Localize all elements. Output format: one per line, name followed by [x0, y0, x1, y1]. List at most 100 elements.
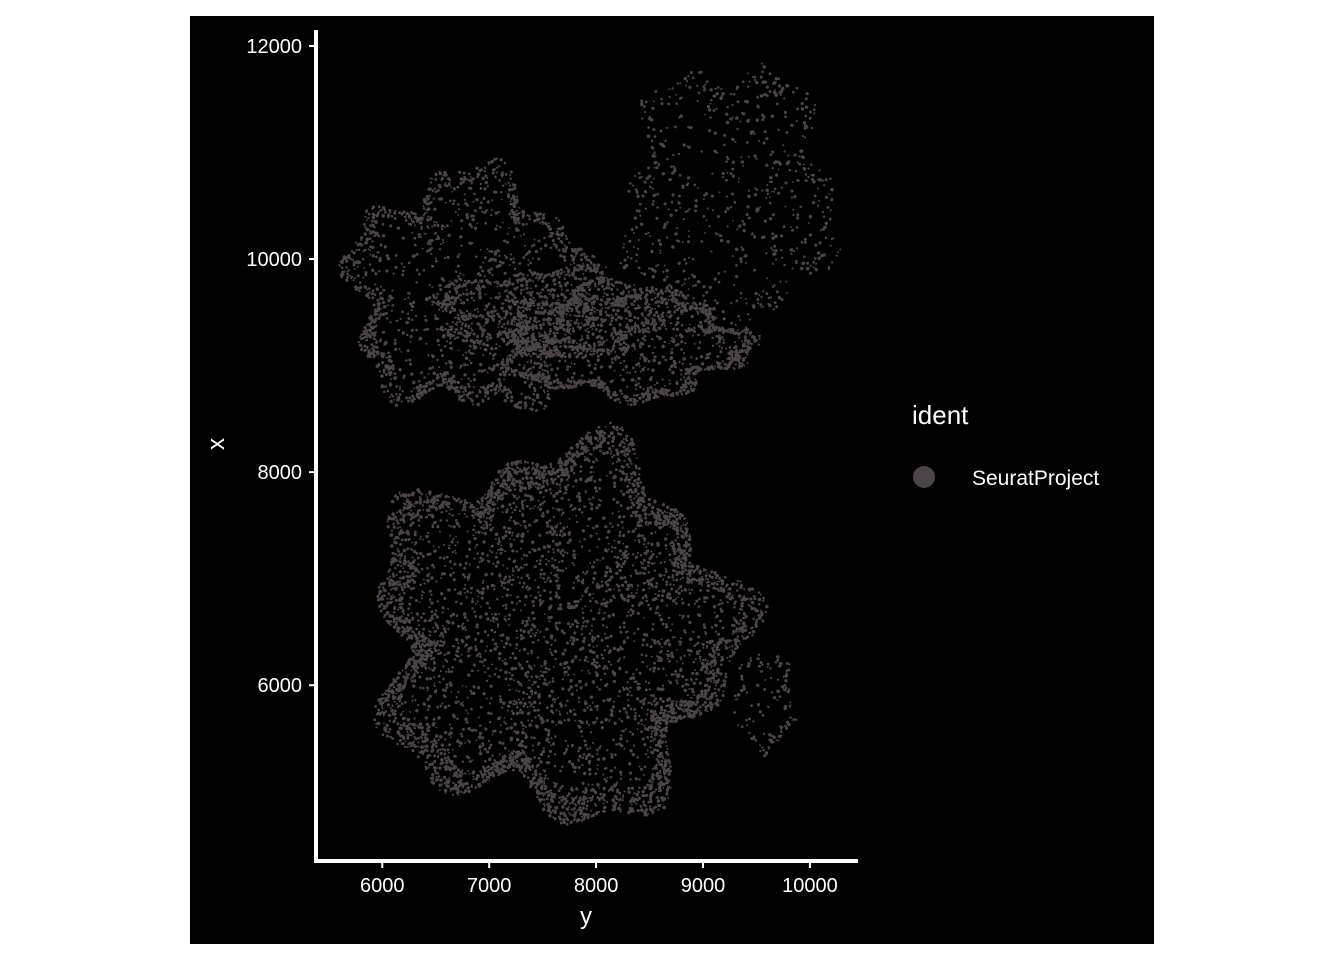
- data-point: [602, 350, 605, 353]
- data-point: [658, 361, 662, 364]
- data-point: [765, 163, 769, 167]
- data-point: [653, 166, 656, 169]
- data-point: [663, 297, 667, 301]
- data-point: [584, 315, 588, 318]
- data-point: [526, 530, 529, 533]
- data-point: [811, 200, 816, 205]
- data-point: [725, 347, 728, 350]
- data-point: [670, 313, 673, 317]
- data-point: [575, 355, 579, 359]
- data-point: [418, 383, 423, 388]
- data-point: [482, 261, 485, 264]
- data-point: [527, 259, 530, 262]
- data-point: [675, 299, 679, 303]
- data-point: [433, 187, 437, 190]
- data-point: [747, 72, 750, 75]
- data-point: [393, 341, 397, 345]
- data-point: [575, 342, 578, 345]
- data-point: [804, 114, 808, 118]
- data-point: [598, 478, 602, 482]
- data-point: [553, 313, 557, 317]
- data-point: [522, 295, 526, 299]
- data-point: [492, 353, 496, 357]
- data-point: [442, 174, 446, 177]
- data-point: [518, 229, 521, 232]
- data-point: [743, 255, 746, 258]
- data-point: [525, 252, 529, 256]
- data-point: [391, 572, 395, 576]
- data-point: [413, 243, 417, 247]
- data-point: [474, 209, 477, 213]
- data-point: [765, 196, 768, 199]
- data-point: [509, 373, 512, 376]
- data-point: [465, 213, 469, 217]
- data-point: [762, 290, 765, 293]
- data-point: [529, 261, 533, 265]
- data-point: [522, 288, 525, 291]
- data-point: [417, 389, 420, 392]
- data-point: [407, 296, 410, 299]
- data-point: [710, 98, 713, 102]
- data-point: [459, 302, 463, 305]
- data-point: [466, 317, 470, 321]
- data-point: [518, 406, 522, 410]
- data-point: [585, 347, 590, 352]
- data-point: [495, 171, 498, 174]
- data-point: [504, 575, 508, 579]
- data-point: [662, 144, 666, 148]
- data-point: [535, 362, 538, 365]
- data-point: [595, 276, 600, 281]
- data-point: [751, 334, 755, 339]
- data-point: [396, 722, 400, 726]
- data-point: [414, 212, 417, 216]
- data-point: [578, 540, 581, 543]
- data-point: [488, 249, 491, 253]
- data-point: [717, 328, 722, 332]
- data-point: [510, 253, 513, 256]
- data-point: [464, 339, 469, 343]
- data-point: [760, 62, 763, 65]
- data-point: [491, 199, 494, 202]
- data-point: [499, 387, 502, 391]
- data-point: [639, 214, 642, 217]
- data-point: [810, 173, 813, 176]
- data-point: [472, 385, 475, 389]
- data-point: [555, 317, 558, 320]
- data-point: [589, 353, 593, 356]
- data-point: [675, 381, 679, 386]
- data-point: [455, 386, 458, 389]
- data-point: [519, 291, 523, 295]
- data-point: [445, 371, 450, 376]
- data-point: [595, 532, 598, 535]
- data-point: [387, 356, 390, 359]
- data-point: [632, 400, 636, 403]
- data-point: [485, 305, 488, 309]
- data-point: [509, 358, 512, 361]
- data-point: [446, 382, 449, 386]
- data-point: [425, 381, 428, 385]
- data-point: [385, 269, 389, 273]
- data-point: [415, 268, 419, 272]
- data-point: [524, 395, 528, 400]
- data-point: [461, 314, 466, 319]
- data-point: [777, 77, 780, 80]
- data-point: [558, 354, 562, 357]
- data-point: [409, 223, 413, 226]
- data-point: [632, 394, 636, 397]
- data-point: [481, 176, 485, 181]
- data-point: [445, 340, 449, 343]
- data-point: [571, 329, 576, 333]
- data-point: [792, 208, 795, 211]
- data-point: [745, 345, 748, 348]
- data-point: [537, 239, 541, 243]
- data-point: [462, 333, 465, 337]
- data-point: [664, 388, 668, 392]
- data-point: [445, 284, 448, 287]
- data-point: [497, 537, 501, 540]
- data-point: [715, 301, 719, 305]
- data-point: [564, 355, 567, 359]
- data-point: [740, 156, 743, 159]
- data-point: [573, 262, 576, 265]
- data-point: [671, 348, 674, 351]
- data-point: [569, 365, 572, 368]
